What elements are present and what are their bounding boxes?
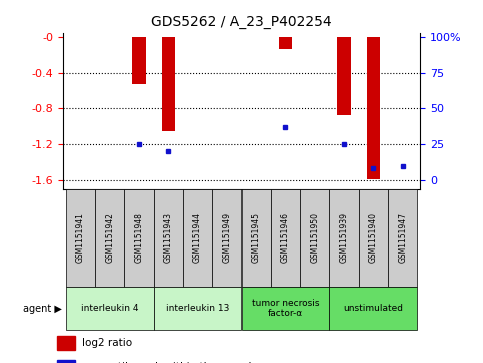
Text: GSM1151944: GSM1151944	[193, 212, 202, 263]
Bar	[300, 189, 329, 287]
Bar	[154, 189, 183, 287]
Bar	[271, 189, 300, 287]
Text: GSM1151939: GSM1151939	[340, 212, 349, 263]
Bar	[359, 189, 388, 287]
Text: tumor necrosis
factor-α: tumor necrosis factor-α	[252, 299, 319, 318]
Bar	[279, 37, 292, 49]
Bar	[66, 287, 154, 330]
Text: GSM1151941: GSM1151941	[76, 212, 85, 263]
Bar	[95, 189, 124, 287]
Text: GSM1151946: GSM1151946	[281, 212, 290, 263]
Title: GDS5262 / A_23_P402254: GDS5262 / A_23_P402254	[151, 15, 332, 29]
Text: GSM1151942: GSM1151942	[105, 212, 114, 263]
Text: GSM1151949: GSM1151949	[222, 212, 231, 263]
Text: interleukin 13: interleukin 13	[166, 304, 229, 313]
Text: unstimulated: unstimulated	[343, 304, 403, 313]
Bar	[66, 189, 95, 287]
Text: GSM1151948: GSM1151948	[134, 212, 143, 263]
Bar	[124, 189, 154, 287]
Bar	[367, 37, 380, 179]
Bar	[329, 189, 359, 287]
Bar	[329, 287, 417, 330]
Text: GSM1151945: GSM1151945	[252, 212, 261, 263]
Bar	[242, 189, 271, 287]
Text: interleukin 4: interleukin 4	[81, 304, 139, 313]
Text: GSM1151943: GSM1151943	[164, 212, 173, 263]
Bar	[242, 287, 329, 330]
Bar	[212, 189, 242, 287]
Bar	[57, 360, 75, 363]
Bar	[183, 189, 212, 287]
Bar	[154, 287, 242, 330]
Text: percentile rank within the sample: percentile rank within the sample	[83, 362, 258, 363]
Text: agent ▶: agent ▶	[23, 303, 62, 314]
Bar	[57, 336, 75, 350]
Text: GSM1151947: GSM1151947	[398, 212, 407, 263]
Bar	[132, 37, 145, 83]
Text: log2 ratio: log2 ratio	[83, 338, 133, 348]
Text: GSM1151940: GSM1151940	[369, 212, 378, 263]
Bar	[162, 37, 175, 131]
Text: GSM1151950: GSM1151950	[310, 212, 319, 263]
Bar	[388, 189, 417, 287]
Bar	[338, 37, 351, 115]
